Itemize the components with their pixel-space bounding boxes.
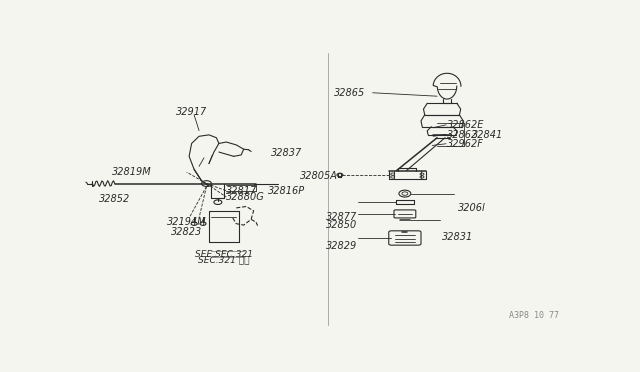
Text: A3P8 10 77: A3P8 10 77: [509, 311, 559, 320]
Text: 3206l: 3206l: [458, 203, 486, 213]
Text: SEC.321 参照: SEC.321 参照: [198, 256, 250, 264]
Text: 32837: 32837: [271, 148, 302, 158]
Text: 32817: 32817: [227, 186, 257, 196]
Text: 32877: 32877: [326, 212, 356, 221]
Text: 32816P: 32816P: [269, 186, 306, 196]
Text: 32829: 32829: [326, 241, 356, 251]
Text: 32823: 32823: [171, 227, 202, 237]
Text: 32841: 32841: [472, 130, 503, 140]
Text: 32194M: 32194M: [167, 217, 207, 227]
Text: 32865: 32865: [334, 88, 365, 98]
Text: 32805A: 32805A: [300, 171, 338, 182]
Text: 32850: 32850: [326, 220, 356, 230]
Text: SEE SEC.321: SEE SEC.321: [195, 250, 253, 259]
Text: 32862: 32862: [447, 130, 478, 140]
Text: 32862E: 32862E: [447, 121, 484, 131]
Text: 32852: 32852: [99, 194, 130, 204]
Text: 32819M: 32819M: [112, 167, 152, 177]
Text: 32917: 32917: [176, 107, 207, 117]
Text: 32880G: 32880G: [227, 192, 265, 202]
Text: 32962F: 32962F: [447, 140, 484, 149]
Text: 32831: 32831: [442, 231, 474, 241]
